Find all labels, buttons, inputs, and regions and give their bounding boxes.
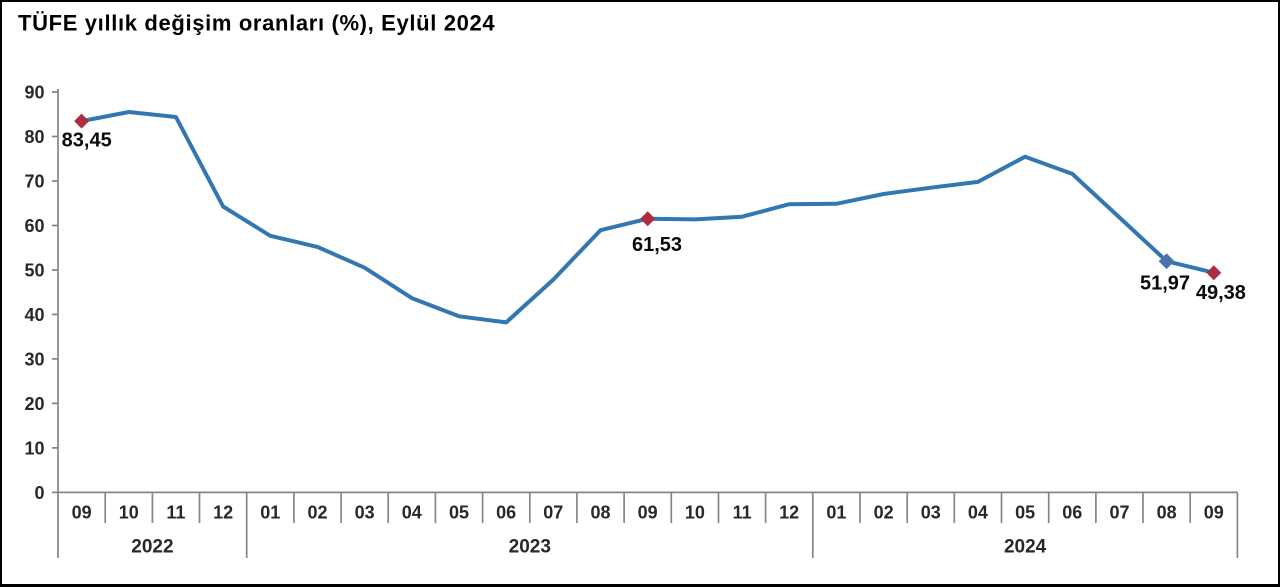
svg-text:12: 12 [213,503,233,523]
svg-text:90: 90 [24,83,44,103]
svg-text:30: 30 [24,349,44,369]
svg-text:01: 01 [260,503,280,523]
svg-text:07: 07 [1109,503,1129,523]
svg-text:51,97: 51,97 [1140,273,1190,295]
svg-text:70: 70 [24,172,44,192]
svg-text:TÜFE yıllık değişim oranları (: TÜFE yıllık değişim oranları (%), Eylül … [18,11,495,36]
svg-text:80: 80 [24,127,44,147]
svg-text:10: 10 [685,503,705,523]
svg-text:08: 08 [590,503,610,523]
svg-text:07: 07 [543,503,563,523]
svg-text:40: 40 [24,305,44,325]
svg-text:09: 09 [72,503,92,523]
svg-text:05: 05 [1015,503,1035,523]
svg-text:2023: 2023 [509,537,551,558]
svg-text:2022: 2022 [131,537,173,558]
svg-text:0: 0 [34,483,44,503]
svg-text:02: 02 [874,503,894,523]
svg-text:83,45: 83,45 [62,129,112,151]
svg-text:60: 60 [24,216,44,236]
svg-text:01: 01 [826,503,846,523]
svg-text:09: 09 [638,503,658,523]
svg-text:10: 10 [24,438,44,458]
svg-text:11: 11 [733,503,752,523]
svg-text:10: 10 [119,503,139,523]
svg-text:06: 06 [1062,503,1082,523]
svg-text:49,38: 49,38 [1196,282,1246,304]
svg-text:2024: 2024 [1004,537,1047,558]
svg-text:11: 11 [166,503,185,523]
svg-text:20: 20 [24,394,44,414]
svg-text:05: 05 [449,503,469,523]
svg-text:03: 03 [921,503,941,523]
svg-text:50: 50 [24,261,44,281]
svg-text:12: 12 [779,503,799,523]
svg-text:04: 04 [402,503,422,523]
svg-text:02: 02 [307,503,327,523]
svg-text:09: 09 [1204,503,1224,523]
svg-text:03: 03 [355,503,375,523]
svg-text:61,53: 61,53 [632,234,682,256]
svg-text:04: 04 [968,503,988,523]
svg-text:08: 08 [1157,503,1177,523]
svg-text:06: 06 [496,503,516,523]
